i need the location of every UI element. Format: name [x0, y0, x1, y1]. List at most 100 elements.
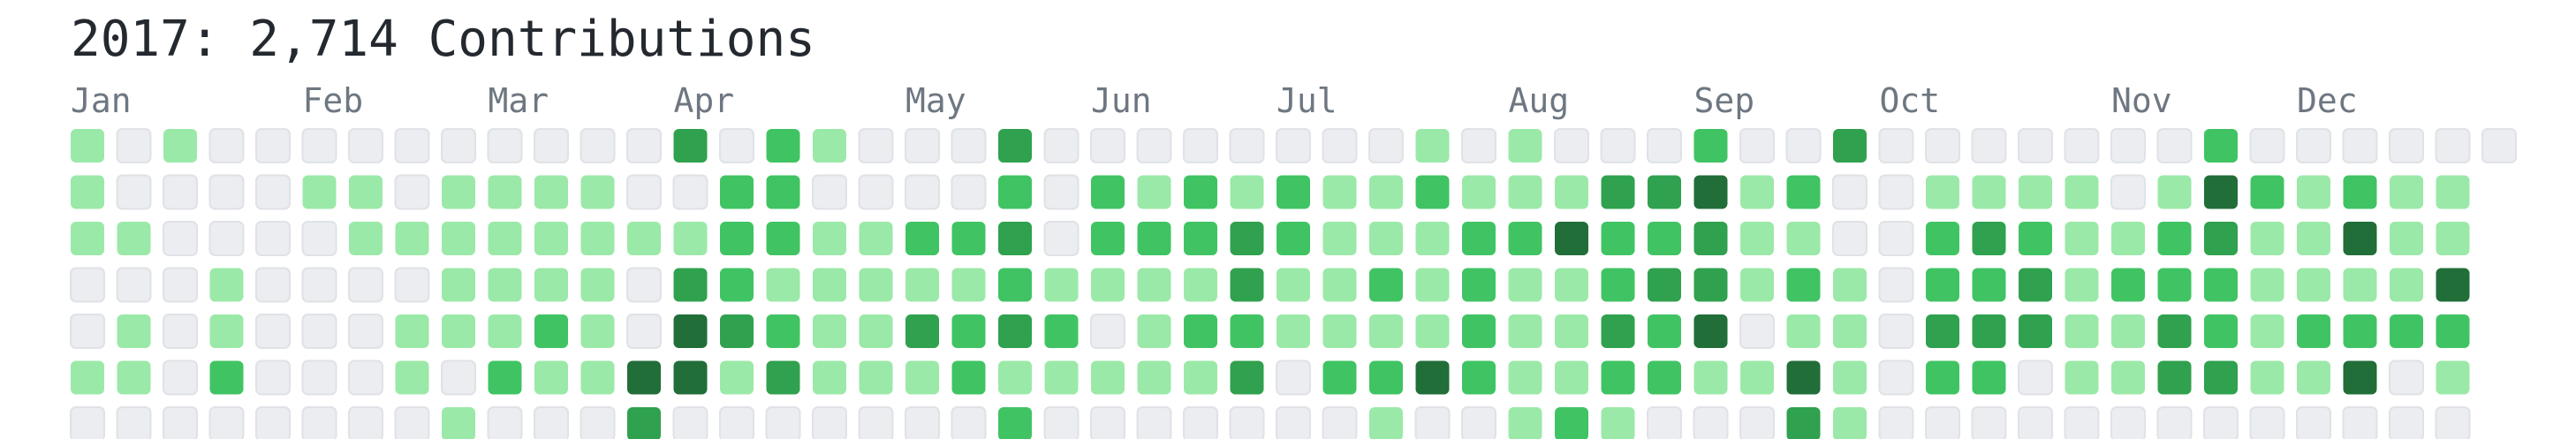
- contribution-cell[interactable]: [1415, 175, 1450, 209]
- contribution-cell[interactable]: [2435, 128, 2471, 163]
- contribution-cell[interactable]: [998, 175, 1032, 209]
- contribution-cell[interactable]: [255, 360, 291, 396]
- contribution-cell[interactable]: [163, 221, 198, 256]
- contribution-cell[interactable]: [1833, 129, 1867, 163]
- contribution-cell[interactable]: [1833, 314, 1867, 348]
- contribution-cell[interactable]: [2436, 175, 2470, 209]
- contribution-cell[interactable]: [1136, 128, 1172, 163]
- contribution-cell[interactable]: [1369, 407, 1403, 439]
- contribution-cell[interactable]: [1229, 128, 1265, 163]
- contribution-cell[interactable]: [2156, 406, 2193, 439]
- contribution-cell[interactable]: [1414, 406, 1451, 439]
- contribution-cell[interactable]: [1508, 360, 1542, 395]
- contribution-cell[interactable]: [1926, 222, 1959, 255]
- contribution-cell[interactable]: [116, 128, 152, 163]
- contribution-cell[interactable]: [1230, 314, 1264, 348]
- contribution-cell[interactable]: [488, 222, 522, 255]
- contribution-cell[interactable]: [395, 360, 429, 395]
- contribution-cell[interactable]: [1277, 268, 1310, 302]
- contribution-cell[interactable]: [70, 314, 105, 349]
- contribution-cell[interactable]: [348, 406, 383, 439]
- contribution-cell[interactable]: [1601, 407, 1635, 439]
- contribution-cell[interactable]: [255, 221, 291, 256]
- contribution-cell[interactable]: [116, 267, 152, 303]
- contribution-cell[interactable]: [534, 314, 568, 348]
- contribution-cell[interactable]: [951, 314, 986, 348]
- contribution-cell[interactable]: [441, 360, 476, 396]
- contribution-cell[interactable]: [2018, 406, 2053, 439]
- contribution-cell[interactable]: [2064, 128, 2100, 163]
- contribution-cell[interactable]: [1786, 314, 1821, 348]
- contribution-cell[interactable]: [1740, 268, 1774, 302]
- contribution-cell[interactable]: [1926, 175, 1959, 209]
- contribution-cell[interactable]: [1601, 175, 1635, 209]
- contribution-cell[interactable]: [1369, 314, 1403, 348]
- contribution-cell[interactable]: [1648, 314, 1681, 348]
- contribution-cell[interactable]: [1971, 406, 2007, 439]
- contribution-cell[interactable]: [71, 360, 104, 395]
- contribution-cell[interactable]: [1277, 222, 1310, 255]
- contribution-cell[interactable]: [2065, 268, 2099, 302]
- contribution-cell[interactable]: [1554, 128, 1589, 163]
- contribution-cell[interactable]: [70, 267, 105, 303]
- contribution-cell[interactable]: [858, 406, 894, 439]
- contribution-cell[interactable]: [301, 360, 337, 396]
- contribution-cell[interactable]: [2296, 406, 2331, 439]
- contribution-cell[interactable]: [348, 128, 383, 163]
- contribution-cell[interactable]: [1833, 268, 1867, 302]
- contribution-cell[interactable]: [1230, 360, 1264, 395]
- contribution-cell[interactable]: [1878, 267, 1914, 303]
- contribution-cell[interactable]: [1368, 128, 1404, 163]
- contribution-cell[interactable]: [1137, 314, 1171, 348]
- contribution-cell[interactable]: [302, 175, 337, 209]
- contribution-cell[interactable]: [1415, 129, 1450, 163]
- contribution-cell[interactable]: [719, 406, 754, 439]
- contribution-cell[interactable]: [1786, 222, 1821, 255]
- contribution-cell[interactable]: [1878, 128, 1914, 163]
- contribution-cell[interactable]: [1415, 360, 1450, 395]
- contribution-cell[interactable]: [1230, 175, 1264, 209]
- contribution-cell[interactable]: [766, 222, 800, 255]
- contribution-cell[interactable]: [1322, 360, 1357, 395]
- contribution-cell[interactable]: [1878, 406, 1914, 439]
- contribution-cell[interactable]: [1184, 360, 1217, 395]
- contribution-cell[interactable]: [1926, 314, 1959, 348]
- contribution-cell[interactable]: [1786, 360, 1821, 395]
- contribution-cell[interactable]: [534, 268, 568, 302]
- contribution-cell[interactable]: [2390, 268, 2423, 302]
- contribution-cell[interactable]: [580, 360, 615, 395]
- contribution-cell[interactable]: [1555, 175, 1588, 209]
- contribution-cell[interactable]: [395, 314, 429, 348]
- contribution-cell[interactable]: [1833, 407, 1867, 439]
- contribution-cell[interactable]: [1878, 221, 1914, 256]
- contribution-cell[interactable]: [394, 267, 430, 303]
- contribution-cell[interactable]: [1739, 406, 1775, 439]
- contribution-cell[interactable]: [2297, 175, 2330, 209]
- contribution-cell[interactable]: [813, 360, 846, 395]
- contribution-cell[interactable]: [1693, 268, 1728, 302]
- contribution-cell[interactable]: [1462, 314, 1496, 348]
- contribution-cell[interactable]: [301, 406, 337, 439]
- contribution-cell[interactable]: [2019, 222, 2052, 255]
- contribution-cell[interactable]: [580, 175, 615, 209]
- contribution-cell[interactable]: [766, 129, 800, 163]
- contribution-cell[interactable]: [719, 128, 754, 163]
- contribution-cell[interactable]: [1832, 174, 1868, 210]
- contribution-cell[interactable]: [905, 128, 940, 163]
- contribution-cell[interactable]: [534, 175, 568, 209]
- contribution-cell[interactable]: [1322, 128, 1358, 163]
- contribution-cell[interactable]: [766, 268, 800, 302]
- contribution-cell[interactable]: [2157, 222, 2192, 255]
- contribution-cell[interactable]: [208, 221, 245, 256]
- contribution-cell[interactable]: [1369, 175, 1403, 209]
- contribution-cell[interactable]: [1461, 128, 1496, 163]
- contribution-cell[interactable]: [720, 222, 754, 255]
- contribution-cell[interactable]: [1276, 406, 1311, 439]
- contribution-cell[interactable]: [1276, 360, 1311, 396]
- contribution-cell[interactable]: [2436, 314, 2470, 348]
- contribution-cell[interactable]: [1926, 268, 1959, 302]
- contribution-cell[interactable]: [534, 360, 568, 395]
- contribution-cell[interactable]: [1184, 175, 1217, 209]
- contribution-cell[interactable]: [858, 128, 894, 163]
- contribution-cell[interactable]: [163, 406, 198, 439]
